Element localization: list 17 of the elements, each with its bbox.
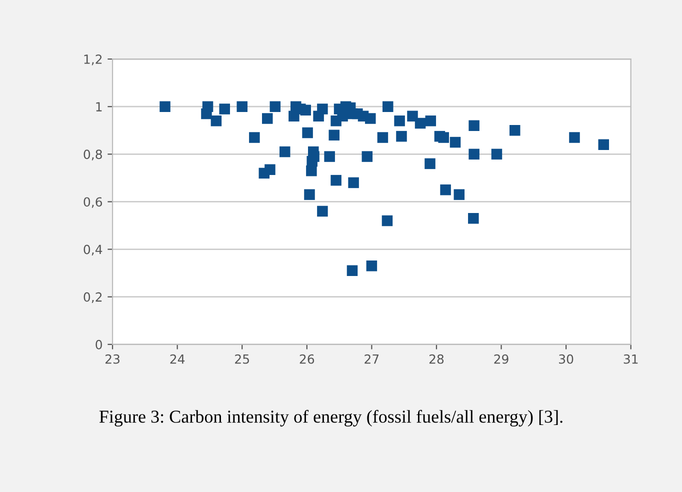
y-tick-label: 0,2 [84, 292, 102, 304]
x-tick-label: 24 [170, 354, 185, 364]
y-tick-label: 1 [96, 102, 102, 112]
x-tick-label: 25 [235, 354, 249, 364]
y-tick-label: 1,2 [84, 54, 102, 66]
caption: Figure 3: Carbon intensity of energy (fossil fuels/all energy) [3]. [99, 410, 562, 427]
y-tick-label: 0 [96, 340, 102, 350]
x-tick-label: 26 [300, 354, 314, 364]
x-tick-label: 23 [105, 354, 120, 364]
y-tick-label: 0,4 [84, 244, 102, 256]
x-tick-label: 28 [429, 354, 444, 364]
x-tick-label: 31 [624, 354, 638, 364]
x-tick-label: 30 [559, 354, 574, 364]
y-tick-label: 0,6 [84, 197, 102, 208]
x-tick-label: 29 [494, 354, 508, 364]
x-tick-label: 27 [364, 354, 379, 364]
y-tick-label: 0,8 [84, 150, 102, 160]
